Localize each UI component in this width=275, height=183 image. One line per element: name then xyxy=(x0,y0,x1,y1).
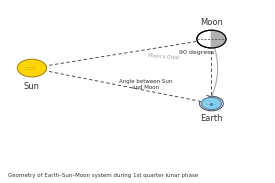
Text: Sun: Sun xyxy=(24,82,40,91)
Text: Moon's Orbit: Moon's Orbit xyxy=(148,53,180,61)
Text: Earth: Earth xyxy=(200,114,223,123)
Text: Moon: Moon xyxy=(200,18,223,27)
Text: 90 degrees: 90 degrees xyxy=(179,50,214,55)
Text: Angle between Sun
and Moon: Angle between Sun and Moon xyxy=(119,79,172,90)
Circle shape xyxy=(17,59,46,77)
Wedge shape xyxy=(211,30,226,48)
Text: Geometry of Earth–Sun–Moon system during 1st quarter lunar phase: Geometry of Earth–Sun–Moon system during… xyxy=(8,173,198,178)
Circle shape xyxy=(201,97,221,110)
Circle shape xyxy=(197,30,226,48)
